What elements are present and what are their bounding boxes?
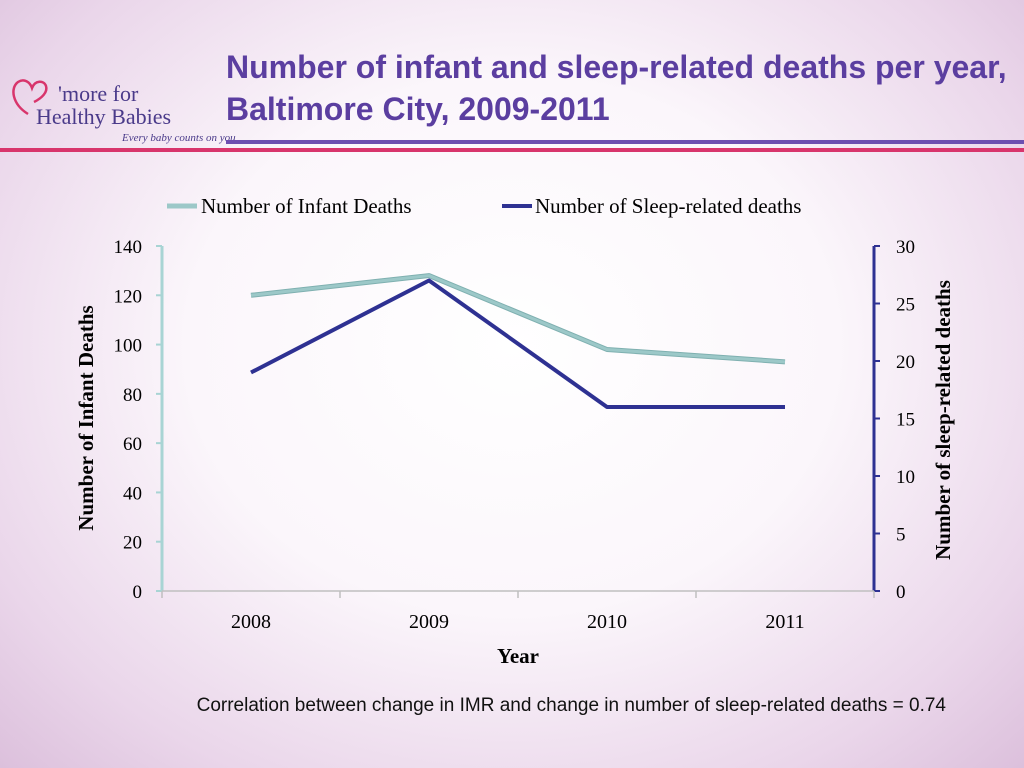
y-left-tick-label: 60 [123, 434, 142, 455]
title-underline [226, 140, 1024, 144]
y-left-tick-label: 40 [123, 483, 142, 504]
y-right-tick-label: 0 [896, 582, 906, 603]
slide-title: Number of infant and sleep-related death… [226, 49, 1007, 127]
y-right-tick-label: 20 [896, 352, 915, 373]
legend-label: Number of Sleep-related deaths [535, 194, 801, 218]
heart-icon [12, 79, 48, 116]
y-right-tick-label: 10 [896, 467, 915, 488]
series-sleep-related-line [250, 278, 785, 409]
y-left-tick-label: 100 [114, 336, 143, 357]
y-left-tick-label: 140 [114, 237, 143, 258]
logo: 'more for Healthy Babies Every baby coun… [8, 74, 238, 150]
series-infant-deaths-outline [250, 273, 786, 365]
x-tick-label: 2008 [231, 611, 271, 633]
logo-line-1: 'more for [58, 81, 139, 106]
y-right-tick-label: 30 [896, 237, 915, 258]
y-left-tick-label: 0 [133, 582, 143, 603]
y-left-tick-label: 80 [123, 385, 142, 406]
logo-tagline: Every baby counts on you [122, 132, 236, 144]
y-right-tick-label: 15 [896, 410, 915, 431]
x-tick-label: 2009 [409, 611, 449, 633]
logo-line-2: Healthy Babies [36, 104, 172, 129]
x-tick-label: 2011 [765, 611, 804, 633]
y-left-tick-label: 20 [123, 533, 142, 554]
y-left-tick-label: 120 [114, 286, 143, 307]
x-axis-title: Year [497, 644, 539, 668]
series-infant-deaths-line [250, 274, 786, 364]
correlation-caption: Correlation between change in IMR and ch… [196, 695, 946, 716]
y-right-tick-label: 5 [896, 525, 906, 546]
y-axis-left-title: Number of Infant Deaths [74, 305, 98, 530]
x-tick-label: 2010 [587, 611, 627, 633]
legend-label: Number of Infant Deaths [201, 194, 412, 218]
y-right-tick-label: 25 [896, 295, 915, 316]
header-divider [0, 148, 1024, 152]
y-axis-right-title: Number of sleep-related deaths [931, 280, 955, 560]
